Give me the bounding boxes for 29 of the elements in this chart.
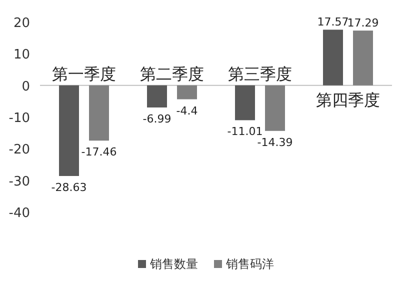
data-label: -6.99 [142, 112, 172, 126]
bar [89, 85, 109, 141]
x-tick-label: 第三季度 [228, 64, 292, 84]
data-label: -11.01 [227, 125, 263, 138]
y-tick-label: 0 [22, 79, 30, 94]
y-tick-label: -20 [8, 142, 30, 158]
data-label: 17.57 [317, 16, 349, 29]
x-tick-label: 第一季度 [52, 64, 116, 84]
bar [177, 85, 197, 100]
bar [235, 85, 255, 120]
bar [353, 30, 373, 86]
legend-label: 销售码洋 [225, 257, 274, 271]
y-tick-label: 10 [13, 48, 30, 63]
y-tick-label: -30 [8, 174, 30, 190]
bar [323, 30, 343, 86]
data-label: -28.63 [51, 180, 87, 194]
data-label: -4.4 [176, 104, 198, 118]
y-tick-label: 20 [13, 16, 30, 31]
data-label: -14.39 [257, 136, 293, 149]
bar [147, 85, 167, 108]
bar [265, 85, 285, 131]
x-tick-label: 第二季度 [140, 64, 204, 84]
data-label: -17.46 [81, 146, 117, 159]
legend-label: 销售数量 [149, 257, 198, 271]
data-label: 17.29 [347, 16, 379, 30]
x-tick-label: 第四季度 [316, 90, 380, 110]
bar [59, 85, 79, 176]
y-tick-label: -10 [8, 111, 30, 126]
y-tick-label: -40 [8, 206, 30, 221]
